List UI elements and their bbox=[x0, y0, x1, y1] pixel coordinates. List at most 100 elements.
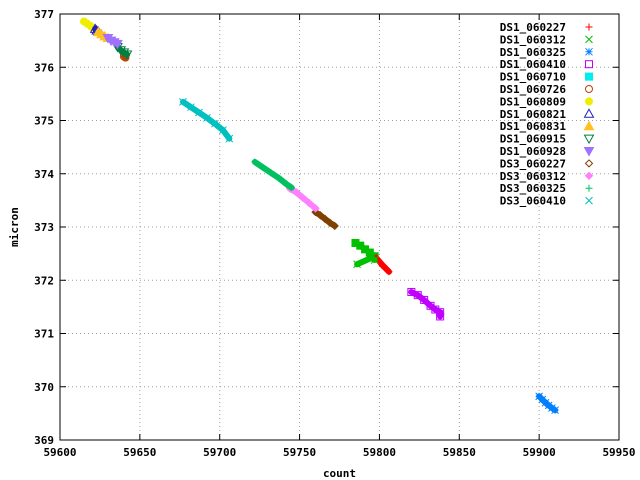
data-point bbox=[219, 126, 227, 134]
y-tick-label: 374 bbox=[34, 168, 54, 181]
main-series-6 bbox=[79, 17, 96, 32]
legend-label: DS1_060312 bbox=[500, 33, 566, 46]
data-point bbox=[259, 163, 267, 171]
legend-marker bbox=[585, 23, 593, 31]
data-point bbox=[548, 404, 556, 412]
x-tick-label: 59900 bbox=[523, 446, 556, 459]
legend-label: DS1_060726 bbox=[500, 83, 567, 96]
data-point bbox=[431, 305, 440, 314]
y-tick-label: 376 bbox=[34, 61, 54, 74]
main-series-band bbox=[312, 209, 338, 229]
main-series-band bbox=[180, 98, 233, 142]
data-point bbox=[413, 291, 422, 300]
main-series-band bbox=[251, 159, 295, 191]
x-axis-label: count bbox=[323, 467, 356, 480]
legend-label: DS1_060710 bbox=[500, 71, 566, 84]
data-point bbox=[187, 103, 195, 112]
legend-marker bbox=[585, 97, 593, 106]
legend-label: DS3_060312 bbox=[500, 170, 566, 183]
legend-marker bbox=[583, 120, 595, 131]
legend-label: DS1_060227 bbox=[500, 21, 566, 34]
data-point bbox=[225, 134, 234, 143]
main-series-11 bbox=[311, 207, 339, 231]
data-point bbox=[370, 256, 379, 264]
legend-marker bbox=[585, 47, 593, 56]
x-tick-label: 59650 bbox=[123, 446, 156, 459]
x-tick-label: 59850 bbox=[443, 446, 476, 459]
data-point bbox=[320, 214, 330, 224]
x-tick-label: 59800 bbox=[363, 446, 396, 459]
x-tick-label: 59700 bbox=[203, 446, 236, 459]
data-point bbox=[436, 308, 445, 317]
data-point bbox=[353, 260, 361, 269]
legend-label: DS1_060928 bbox=[500, 145, 566, 158]
data-point bbox=[436, 312, 445, 321]
legend-marker bbox=[583, 108, 595, 118]
x-tick-label: 59950 bbox=[602, 446, 635, 459]
legend-marker bbox=[583, 134, 595, 145]
y-tick-label: 370 bbox=[34, 381, 54, 394]
legend-label: DS1_060915 bbox=[500, 133, 566, 146]
legend-label: DS1_060821 bbox=[500, 108, 567, 121]
legend-label: DS1_060809 bbox=[500, 95, 566, 108]
legend-label: DS1_060410 bbox=[500, 58, 566, 71]
main-series-3 bbox=[407, 287, 445, 321]
main-series-10 bbox=[102, 33, 123, 50]
data-point bbox=[211, 119, 219, 128]
x-tick-label: 59600 bbox=[43, 446, 76, 459]
legend-marker bbox=[583, 147, 595, 157]
main-series-2 bbox=[535, 392, 559, 415]
data-point bbox=[311, 204, 320, 213]
legend-label: DS3_060410 bbox=[500, 195, 566, 208]
legend-label: DS1_060831 bbox=[500, 120, 567, 133]
y-tick-label: 372 bbox=[34, 274, 54, 287]
legend-marker bbox=[585, 60, 593, 69]
data-point bbox=[304, 198, 314, 208]
legend-marker bbox=[585, 35, 593, 44]
data-point bbox=[283, 180, 291, 188]
legend-marker bbox=[584, 171, 594, 181]
data-point bbox=[195, 108, 203, 117]
y-tick-label: 377 bbox=[34, 8, 54, 21]
data-point bbox=[112, 39, 123, 50]
y-tick-label: 369 bbox=[34, 434, 54, 447]
data-point bbox=[251, 158, 259, 166]
main-series-14 bbox=[179, 98, 234, 143]
data-point bbox=[316, 211, 325, 220]
data-point bbox=[118, 48, 130, 58]
legend-marker bbox=[585, 196, 593, 205]
data-point bbox=[179, 98, 187, 106]
main-series-1 bbox=[353, 254, 379, 269]
data-point bbox=[203, 113, 211, 122]
data-point bbox=[551, 406, 559, 415]
data-point bbox=[379, 261, 387, 269]
data-point bbox=[325, 218, 335, 227]
data-point bbox=[330, 221, 339, 231]
data-point bbox=[288, 184, 296, 192]
main-series-band bbox=[408, 289, 444, 320]
data-point bbox=[275, 174, 283, 182]
main-series-13 bbox=[251, 158, 296, 192]
data-point bbox=[298, 193, 307, 202]
data-point bbox=[420, 295, 429, 304]
y-tick-label: 373 bbox=[34, 221, 54, 234]
data-point bbox=[385, 268, 393, 276]
data-point bbox=[292, 188, 301, 197]
data-point bbox=[267, 169, 275, 177]
data-point bbox=[382, 265, 390, 273]
legend-label: DS3_060227 bbox=[500, 157, 566, 170]
legend: DS1_060227DS1_060312DS1_060325DS1_060410… bbox=[500, 21, 595, 208]
legend-label: DS1_060325 bbox=[500, 46, 566, 59]
y-tick-label: 371 bbox=[34, 328, 54, 341]
legend-label: DS3_060325 bbox=[500, 182, 566, 195]
legend-marker bbox=[585, 72, 593, 81]
main-series-12 bbox=[285, 184, 320, 213]
legend-marker bbox=[585, 184, 593, 192]
legend-marker bbox=[585, 85, 593, 93]
y-axis-label: micron bbox=[8, 207, 21, 247]
data-point bbox=[311, 207, 320, 217]
x-tick-label: 59750 bbox=[283, 446, 316, 459]
data-point bbox=[121, 50, 133, 60]
